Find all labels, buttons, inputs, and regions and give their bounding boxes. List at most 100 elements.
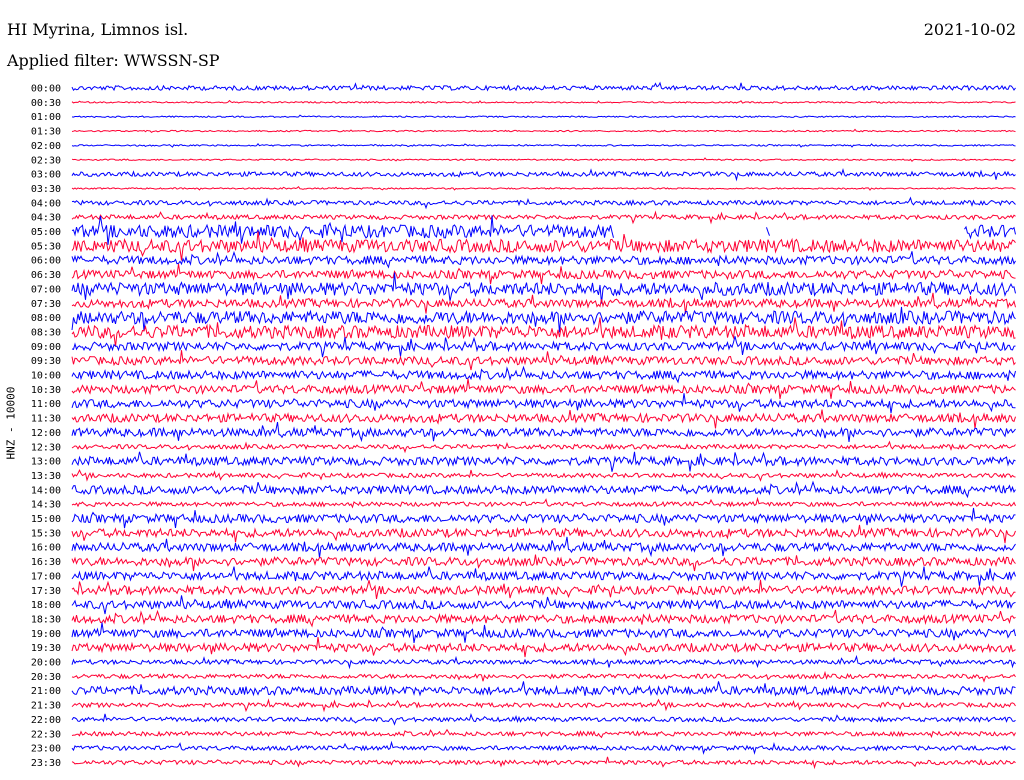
time-tick-label: 11:30 — [31, 414, 61, 425]
time-tick-label: 16:30 — [31, 557, 61, 568]
trace-line — [71, 81, 1016, 92]
time-tick-label: 19:00 — [31, 629, 61, 640]
trace-line — [71, 317, 1016, 347]
trace-line — [71, 740, 1016, 755]
time-tick-label: 03:30 — [31, 184, 61, 195]
trace-line — [71, 440, 1016, 454]
trace-line — [71, 167, 1016, 182]
time-tick-label: 04:00 — [31, 198, 61, 209]
time-tick-label: 14:00 — [31, 485, 61, 496]
time-tick-label: 22:30 — [31, 729, 61, 740]
trace-line — [71, 422, 1016, 443]
trace-line — [71, 654, 1016, 670]
time-tick-label: 09:30 — [31, 356, 61, 367]
trace-line — [71, 231, 1016, 261]
time-tick-label: 07:00 — [31, 284, 61, 295]
time-tick-label: 06:00 — [31, 256, 61, 267]
time-tick-label: 08:00 — [31, 313, 61, 324]
record-date: 2021-10-02 — [923, 20, 1016, 39]
trace-line — [71, 393, 1016, 414]
time-tick-label: 23:00 — [31, 744, 61, 755]
trace-line — [71, 595, 1016, 615]
trace-line — [71, 128, 1016, 134]
time-tick-label: 18:30 — [31, 614, 61, 625]
trace-line — [71, 451, 1016, 472]
time-tick-label: 01:30 — [31, 127, 61, 138]
time-tick-label: 22:00 — [31, 715, 61, 726]
time-tick-label: 02:30 — [31, 155, 61, 166]
time-tick-label: 17:30 — [31, 586, 61, 597]
time-tick-label: 04:30 — [31, 213, 61, 224]
trace-line — [71, 622, 1016, 643]
time-tick-label: 01:00 — [31, 112, 61, 123]
trace-line — [71, 681, 1016, 697]
time-tick-label: 00:30 — [31, 98, 61, 109]
time-tick-label: 11:00 — [31, 399, 61, 410]
time-tick-label: 15:00 — [31, 514, 61, 525]
time-tick-label: 08:30 — [31, 327, 61, 338]
trace-line — [71, 409, 1016, 429]
time-tick-label: 23:30 — [31, 758, 61, 769]
filter-label: Applied filter: WWSSN-SP — [7, 51, 220, 70]
trace-line — [71, 250, 1016, 269]
trace-line — [71, 292, 1016, 314]
trace-line — [71, 637, 1016, 658]
time-tick-label: 19:30 — [31, 643, 61, 654]
trace-line — [71, 210, 1016, 225]
time-tick-label: 21:00 — [31, 686, 61, 697]
trace-line — [71, 272, 1016, 304]
trace-line — [71, 609, 1016, 628]
time-tick-label: 13:00 — [31, 457, 61, 468]
trace-line — [71, 712, 1016, 726]
trace-line — [71, 507, 1016, 529]
time-tick-label: 12:00 — [31, 428, 61, 439]
trace-line — [71, 142, 1016, 148]
time-tick-label: 13:30 — [31, 471, 61, 482]
trace-line — [71, 350, 1016, 371]
trace-line — [71, 554, 1016, 572]
trace-line — [71, 196, 1016, 210]
trace-line — [71, 215, 1016, 245]
time-tick-label: 12:30 — [31, 442, 61, 453]
trace-line — [71, 728, 1016, 739]
time-tick-label: 15:30 — [31, 528, 61, 539]
time-tick-label: 10:30 — [31, 385, 61, 396]
time-tick-label: 14:30 — [31, 500, 61, 511]
trace-line — [71, 157, 1016, 163]
trace-line — [71, 670, 1016, 683]
time-tick-label: 05:30 — [31, 241, 61, 252]
time-tick-label: 21:30 — [31, 701, 61, 712]
trace-line — [71, 306, 1016, 333]
time-tick-label: 05:00 — [31, 227, 61, 238]
time-tick-label: 02:00 — [31, 141, 61, 152]
trace-line — [71, 566, 1016, 587]
time-tick-label: 10:00 — [31, 371, 61, 382]
trace-line — [71, 579, 1016, 599]
station-name: HI Myrina, Limnos isl. — [7, 20, 189, 39]
time-tick-label: 20:00 — [31, 658, 61, 669]
time-tick-label: 07:30 — [31, 299, 61, 310]
trace-line — [71, 480, 1016, 499]
trace-line — [71, 536, 1016, 558]
time-tick-label: 17:00 — [31, 571, 61, 582]
trace-line — [71, 263, 1016, 285]
time-tick-label: 20:30 — [31, 672, 61, 683]
trace-line — [71, 468, 1016, 482]
time-tick-label: 16:00 — [31, 543, 61, 554]
trace-line — [71, 378, 1016, 399]
trace-line — [71, 365, 1016, 384]
trace-line — [71, 698, 1016, 713]
trace-line — [71, 756, 1016, 770]
time-tick-label: 18:00 — [31, 600, 61, 611]
time-tick-label: 09:00 — [31, 342, 61, 353]
trace-line — [71, 524, 1016, 544]
trace-line — [71, 336, 1016, 358]
trace-line — [71, 114, 1016, 119]
time-tick-label: 06:30 — [31, 270, 61, 281]
time-tick-label: 00:00 — [31, 84, 61, 95]
time-tick-label: 03:00 — [31, 170, 61, 181]
trace-line — [71, 185, 1016, 191]
trace-line — [71, 496, 1016, 509]
trace-line — [71, 99, 1016, 104]
